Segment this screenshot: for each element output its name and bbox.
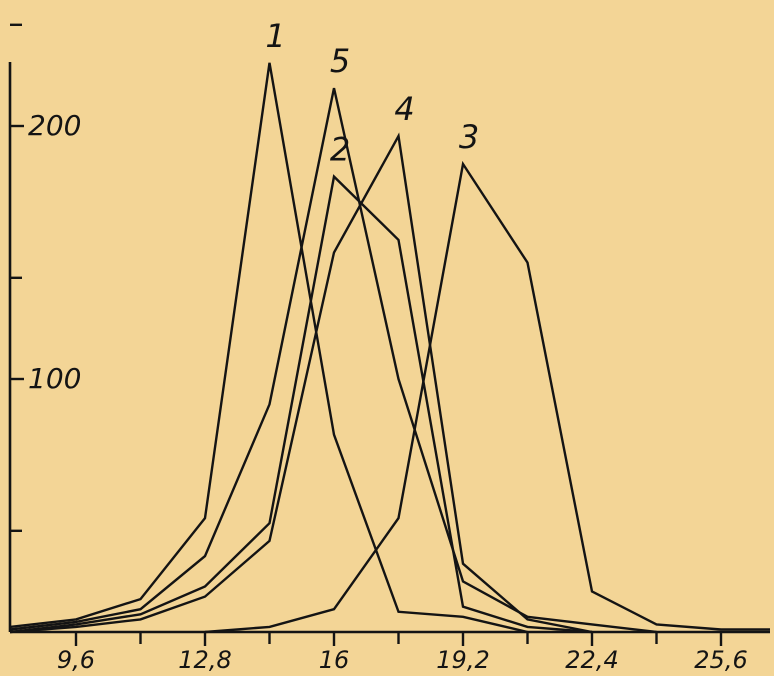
series-label-2: 2 — [330, 131, 350, 169]
series-label-4: 4 — [394, 90, 414, 128]
series-label-1: 1 — [265, 17, 285, 55]
series-label-3: 3 — [459, 118, 479, 156]
x-tick-label: 22,4 — [565, 646, 618, 674]
curve-labels: 1 5 2 4 3 — [265, 17, 479, 169]
series-line-4 — [9, 132, 593, 634]
series-line-5 — [9, 87, 657, 634]
x-tick-label: 16 — [319, 646, 350, 674]
x-tick-label: 19,2 — [436, 646, 489, 674]
series-line-2 — [9, 174, 593, 634]
series-line-1 — [9, 62, 528, 634]
y-tick-label: 200 — [28, 109, 81, 142]
series-line-3 — [204, 160, 770, 634]
x-tick-label: 12,8 — [178, 646, 231, 674]
x-tick-label: 25,6 — [694, 646, 747, 674]
series-lines — [9, 62, 770, 634]
axes: 9,6 12,8 16 19,2 22,4 25,6 100 200 — [8, 23, 770, 674]
y-tick-label: 100 — [28, 362, 81, 395]
x-tick-label: 9,6 — [57, 646, 95, 674]
series-label-5: 5 — [330, 42, 350, 80]
